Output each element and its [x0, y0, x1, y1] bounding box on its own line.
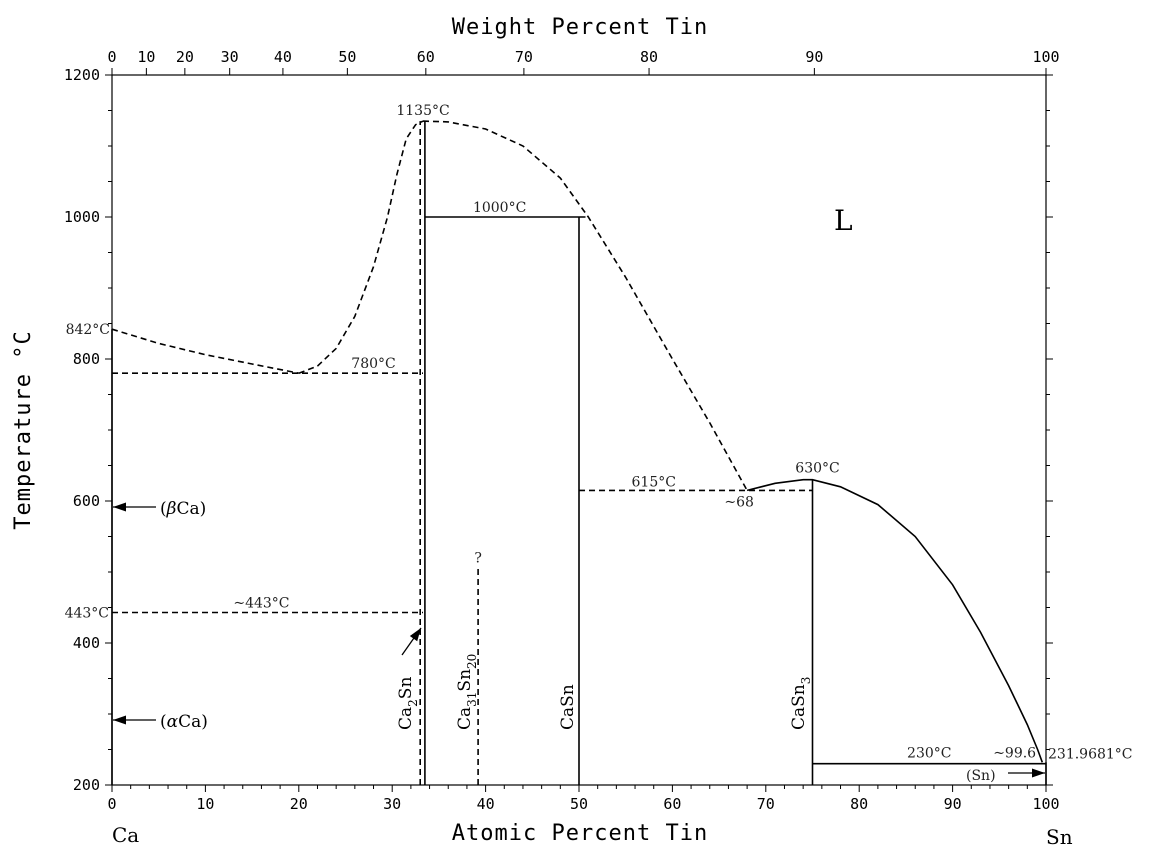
annotation-label: ? [474, 550, 482, 566]
boundary-liquidus-casn3 [746, 478, 1044, 763]
annotation-label: 443°C [65, 605, 109, 621]
y-tick-label: 400 [73, 634, 100, 652]
boundary-liquidus-ca2sn-rise [298, 120, 424, 374]
x-tick-label: 100 [1032, 795, 1059, 813]
x-tick-label: 20 [290, 795, 308, 813]
x2-tick-label: 10 [137, 48, 155, 66]
x2-tick-label: 40 [274, 48, 292, 66]
compound-label-ca2sn: Ca2Sn [396, 677, 420, 730]
axis-ticks: 0 10 20 30 40 50 60 70 80 90 100200400600800100012… [64, 48, 1060, 813]
y-tick-label: 800 [73, 350, 100, 368]
boundary-liquidus-ca2sn-fall [422, 120, 748, 491]
x2-tick-label: 60 [417, 48, 435, 66]
x-axis-title: Atomic Percent Tin [452, 821, 708, 846]
sn-arrow-head [1032, 768, 1045, 778]
x-tick-label: 70 [757, 795, 775, 813]
compound-label-ca31sn20: Ca31Sn20 [455, 654, 479, 730]
annotation-label: 615°C [632, 474, 676, 490]
phase-boundaries [111, 120, 1047, 785]
phase-label-alpha-ca: (αCa) [160, 712, 208, 732]
annotation-label: 780°C [351, 356, 395, 372]
x2-tick-label: 100 [1032, 48, 1059, 66]
x2-tick-label: 90 [805, 48, 823, 66]
arrows [113, 502, 1045, 778]
annotation-label: 630°C [795, 461, 839, 477]
alpha-ca-arrow-head [113, 715, 126, 725]
annotation-labels: 1135°C 1000°C 842°C 780°C 615°C ~68 630°C 443°C… [65, 103, 1133, 762]
x2-tick-label: 20 [176, 48, 194, 66]
x2-tick-label: 0 [107, 48, 116, 66]
phase-label-liquid: L [834, 204, 853, 237]
annotation-label: 842°C [66, 322, 110, 338]
annotation-label: 1000°C [473, 200, 526, 216]
x-tick-label: 50 [570, 795, 588, 813]
annotation-label: 1135°C [396, 103, 449, 119]
y-tick-label: 600 [73, 492, 100, 510]
y-axis-title: Temperature °C [11, 330, 36, 529]
x2-tick-label: 80 [640, 48, 658, 66]
annotation-label: ~99.6 [993, 746, 1036, 762]
y-tick-label: 200 [73, 776, 100, 794]
compound-label-casn: CaSn [558, 684, 578, 730]
x-tick-label: 10 [196, 795, 214, 813]
annotation-label: ~68 [724, 494, 754, 510]
annotation-label: 230°C [907, 746, 951, 762]
annotation-label: 231.9681°C [1048, 746, 1133, 762]
x-tick-label: 90 [944, 795, 962, 813]
x2-tick-label: 70 [515, 48, 533, 66]
phase-label-beta-ca: (βCa) [160, 499, 206, 519]
x-tick-label: 30 [383, 795, 401, 813]
ca2sn-arrow-head [409, 628, 421, 642]
x-tick-label: 60 [663, 795, 681, 813]
annotation-label: ~443°C [233, 595, 289, 611]
beta-ca-arrow-head [113, 502, 126, 512]
y-tick-label: 1200 [64, 66, 100, 84]
x-tick-label: 40 [477, 795, 495, 813]
boundary-liquidus-ca-side [111, 328, 299, 374]
phase-label-sn: (Sn) [966, 768, 996, 784]
y-tick-label: 1000 [64, 208, 100, 226]
x-tick-label: 0 [107, 795, 116, 813]
element-left-label: Ca [112, 823, 139, 847]
x2-tick-label: 50 [338, 48, 356, 66]
compound-label-casn3: CaSn3 [789, 677, 813, 730]
x-tick-label: 80 [850, 795, 868, 813]
x2-tick-label: 30 [221, 48, 239, 66]
x2-axis-title: Weight Percent Tin [452, 15, 708, 40]
element-right-label: Sn [1046, 825, 1073, 848]
